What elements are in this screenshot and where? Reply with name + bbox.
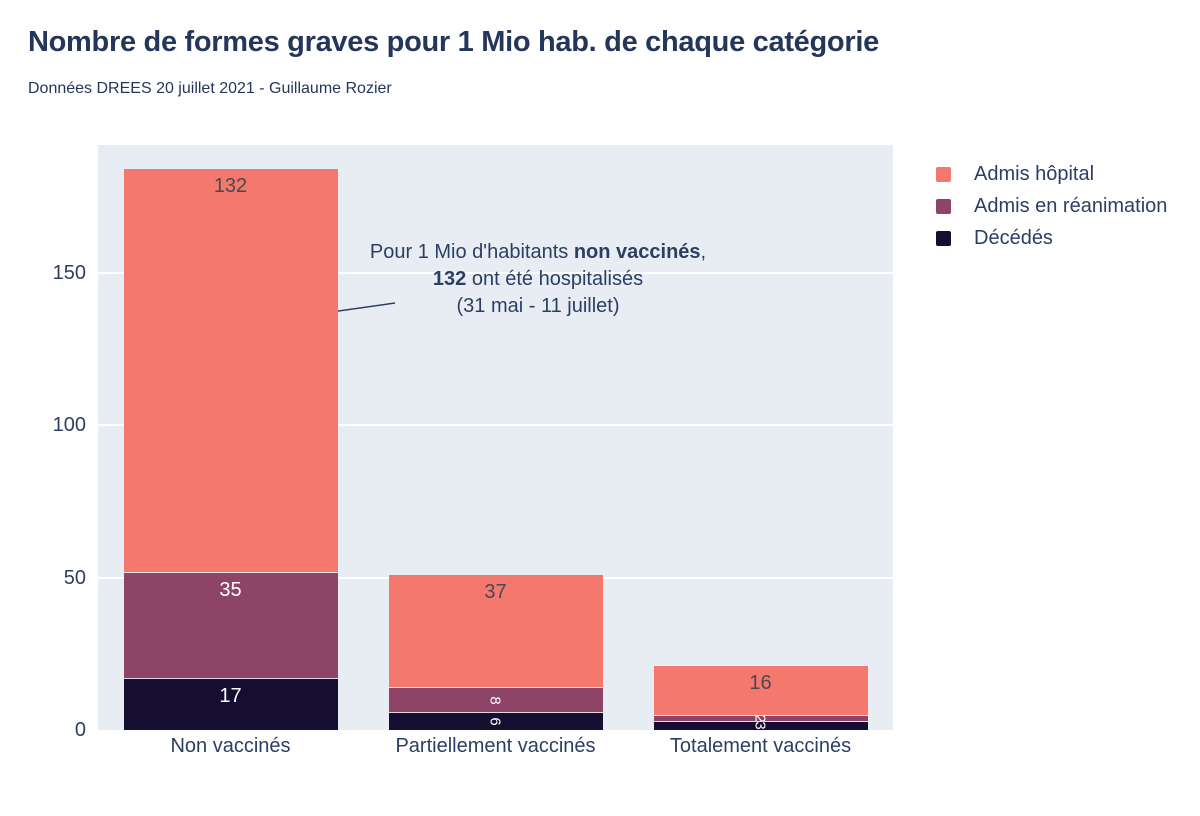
bar-segment: 8	[388, 687, 603, 712]
annotation-line-3: (31 mai - 11 juillet)	[456, 295, 620, 317]
legend-item-decedes[interactable]: Décédés	[936, 222, 1167, 254]
x-category-label: Partiellement vaccinés	[395, 735, 596, 757]
chart-subtitle: Données DREES 20 juillet 2021 - Guillaum…	[28, 80, 392, 97]
annotation-line-1: Pour 1 Mio d'habitants non vaccinés,	[369, 241, 707, 263]
bar-segment: 16	[653, 666, 868, 715]
legend-swatch-icon	[936, 198, 951, 214]
legend-swatch-icon	[936, 230, 951, 246]
plot-area: Pour 1 Mio d'habitants non vaccinés, 132…	[98, 145, 893, 730]
bar-value-label: 8	[487, 695, 504, 705]
legend-label: Admis hôpital	[974, 162, 1095, 185]
x-category-label: Totalement vaccinés	[669, 735, 852, 757]
legend-label: Décédés	[974, 226, 1053, 249]
annotation-line-2: 132 ont été hospitalisés	[432, 268, 644, 290]
legend: Admis hôpital Admis en réanimation Décéd…	[936, 158, 1167, 254]
bar-segment: 17	[123, 678, 338, 730]
bar-segment: 3	[653, 720, 868, 731]
bar-value-label: 17	[219, 685, 242, 708]
bar-value-label: 132	[213, 175, 248, 198]
bar-segment: 37	[388, 574, 603, 688]
y-tick-label: 50	[63, 566, 86, 589]
annotation-text: Pour 1 Mio d'habitants non vaccinés, 132…	[370, 239, 706, 320]
bar-value-label: 37	[484, 580, 507, 603]
bar-segment: 35	[123, 571, 338, 679]
y-tick-label: 100	[52, 414, 86, 437]
bar-value-label: 6	[487, 717, 504, 726]
legend-item-admis-reanimation[interactable]: Admis en réanimation	[936, 190, 1167, 222]
y-tick-label: 150	[52, 261, 86, 284]
legend-swatch-icon	[936, 166, 951, 182]
bar-segment: 132	[123, 169, 338, 572]
bar-segment: 2	[653, 714, 868, 721]
y-tick-label: 0	[74, 719, 86, 741]
gridline	[98, 271, 893, 274]
chart-title: Nombre de formes graves pour 1 Mio hab. …	[28, 26, 879, 58]
bar-value-label: 35	[219, 578, 242, 601]
legend-item-admis-hopital[interactable]: Admis hôpital	[936, 158, 1167, 190]
legend-label: Admis en réanimation	[974, 194, 1168, 217]
bar-value-label: 3	[752, 721, 769, 731]
bar-value-label: 2	[752, 714, 769, 721]
x-category-label: Non vaccinés	[170, 735, 291, 757]
bar-segment: 6	[388, 711, 603, 730]
bar-value-label: 16	[749, 672, 772, 695]
gridline	[98, 424, 893, 427]
